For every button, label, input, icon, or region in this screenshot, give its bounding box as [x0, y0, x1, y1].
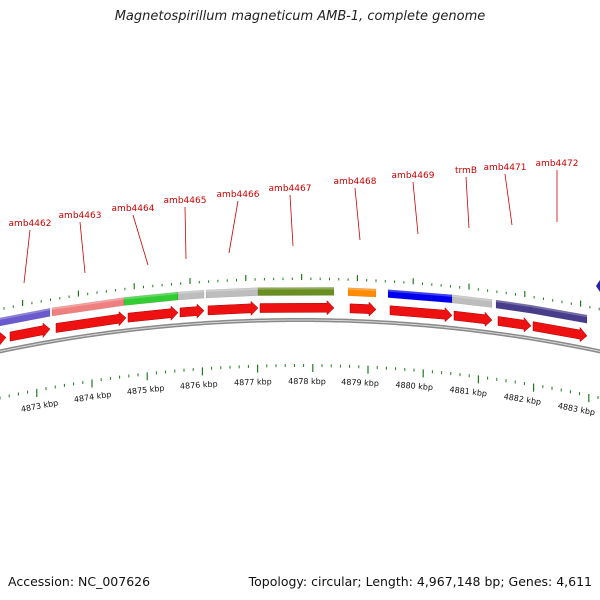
label-leaders: [23, 170, 558, 284]
gene-block-shine: [496, 300, 531, 308]
gene-block-amb4462: [0, 307, 51, 327]
gene-block-amb4472: [530, 304, 588, 324]
gene-block-trmB: [451, 294, 493, 308]
leader-line: [412, 181, 419, 235]
kbp-label: 4878 kbp: [288, 377, 326, 386]
leader-line: [465, 176, 470, 229]
gene-label-amb4466: amb4466: [217, 190, 260, 200]
gene-label-amb4465: amb4465: [164, 196, 207, 206]
leader-line: [79, 221, 86, 274]
genome-backbone: [0, 317, 600, 354]
gene-block-shine: [124, 292, 178, 300]
gene-block-shine: [452, 294, 492, 302]
gene-block-shine: [178, 290, 204, 295]
edge-arrow-marker: [596, 280, 600, 292]
gene-block-amb4465: [177, 289, 205, 301]
cds-arrow: [453, 310, 493, 327]
kbp-label: 4879 kbp: [341, 378, 379, 389]
gene-track: [0, 287, 588, 327]
leader-line: [23, 229, 31, 284]
cds-track: [0, 300, 588, 346]
cds-arrow: [127, 305, 179, 323]
kbp-label: 4875 kbp: [127, 384, 165, 397]
gene-block-amb4471: [495, 299, 532, 314]
gene-block-amb4467: [257, 287, 335, 296]
gene-label-amb4471: amb4471: [484, 163, 527, 173]
cds-arrow: [0, 332, 7, 346]
gene-label-amb4463: amb4463: [59, 211, 102, 221]
gene-block-amb4468: [347, 287, 377, 298]
cds-arrow: [55, 311, 127, 333]
edge-marker: [596, 280, 600, 292]
gene-label-amb4469: amb4469: [392, 171, 435, 181]
cds-arrow: [532, 321, 588, 343]
kbp-label: 4883 kbp: [557, 401, 596, 417]
gene-block-shine: [531, 305, 587, 318]
cds-arrow: [259, 300, 335, 316]
gene-block-shine: [0, 308, 50, 320]
gene-labels: amb4462 amb4463 amb4464 amb4465 amb4466 amb44…: [9, 159, 579, 229]
genome-summary-text: Topology: circular; Length: 4,967,148 bp…: [248, 574, 592, 589]
kbp-label: 4880 kbp: [395, 380, 433, 392]
gene-label-amb4472: amb4472: [536, 159, 579, 169]
kbp-label: 4882 kbp: [503, 392, 542, 407]
leader-line: [354, 187, 361, 241]
leader-line: [228, 200, 239, 254]
cds-arrow: [179, 303, 205, 319]
gene-label-amb4468: amb4468: [334, 177, 377, 187]
gene-block-shine: [348, 287, 376, 291]
accession-text: Accession: NC_007626: [8, 574, 151, 589]
gene-label-trmB: trmB: [455, 166, 477, 176]
kbp-label: 4876 kbp: [180, 379, 218, 391]
cds-arrow: [497, 316, 532, 333]
leader-line: [184, 206, 187, 260]
cds-arrow: [9, 322, 51, 342]
cds-arrow: [349, 301, 377, 317]
kbp-label: 4873 kbp: [20, 398, 59, 414]
gene-label-amb4467: amb4467: [269, 184, 312, 194]
outer-tick-ring: [3, 274, 600, 311]
gene-block-shine: [258, 287, 334, 290]
leader-line: [504, 173, 513, 226]
leader-line: [132, 214, 149, 266]
leader-line: [289, 194, 294, 247]
gene-label-amb4464: amb4464: [112, 204, 155, 214]
kbp-label: 4874 kbp: [73, 390, 112, 404]
gene-block-shine: [388, 289, 452, 297]
cds-arrow: [389, 305, 453, 323]
kbp-label: 4881 kbp: [449, 385, 487, 398]
gene-label-amb4462: amb4462: [9, 219, 52, 229]
gene-block-shine: [206, 287, 258, 292]
gene-block-amb4469: [387, 289, 453, 304]
gene-block-shine: [52, 297, 124, 310]
kbp-labels: 4873 kbp 4874 kbp 4875 kbp 4876 kbp 4877 kbp…: [20, 377, 596, 417]
cds-arrow: [207, 300, 259, 316]
backbone-highlight: [0, 319, 600, 352]
kbp-label: 4877 kbp: [234, 377, 272, 387]
inner-tick-ring: [0, 364, 599, 403]
map-title: Magnetospirillum magneticum AMB-1, compl…: [114, 9, 486, 24]
